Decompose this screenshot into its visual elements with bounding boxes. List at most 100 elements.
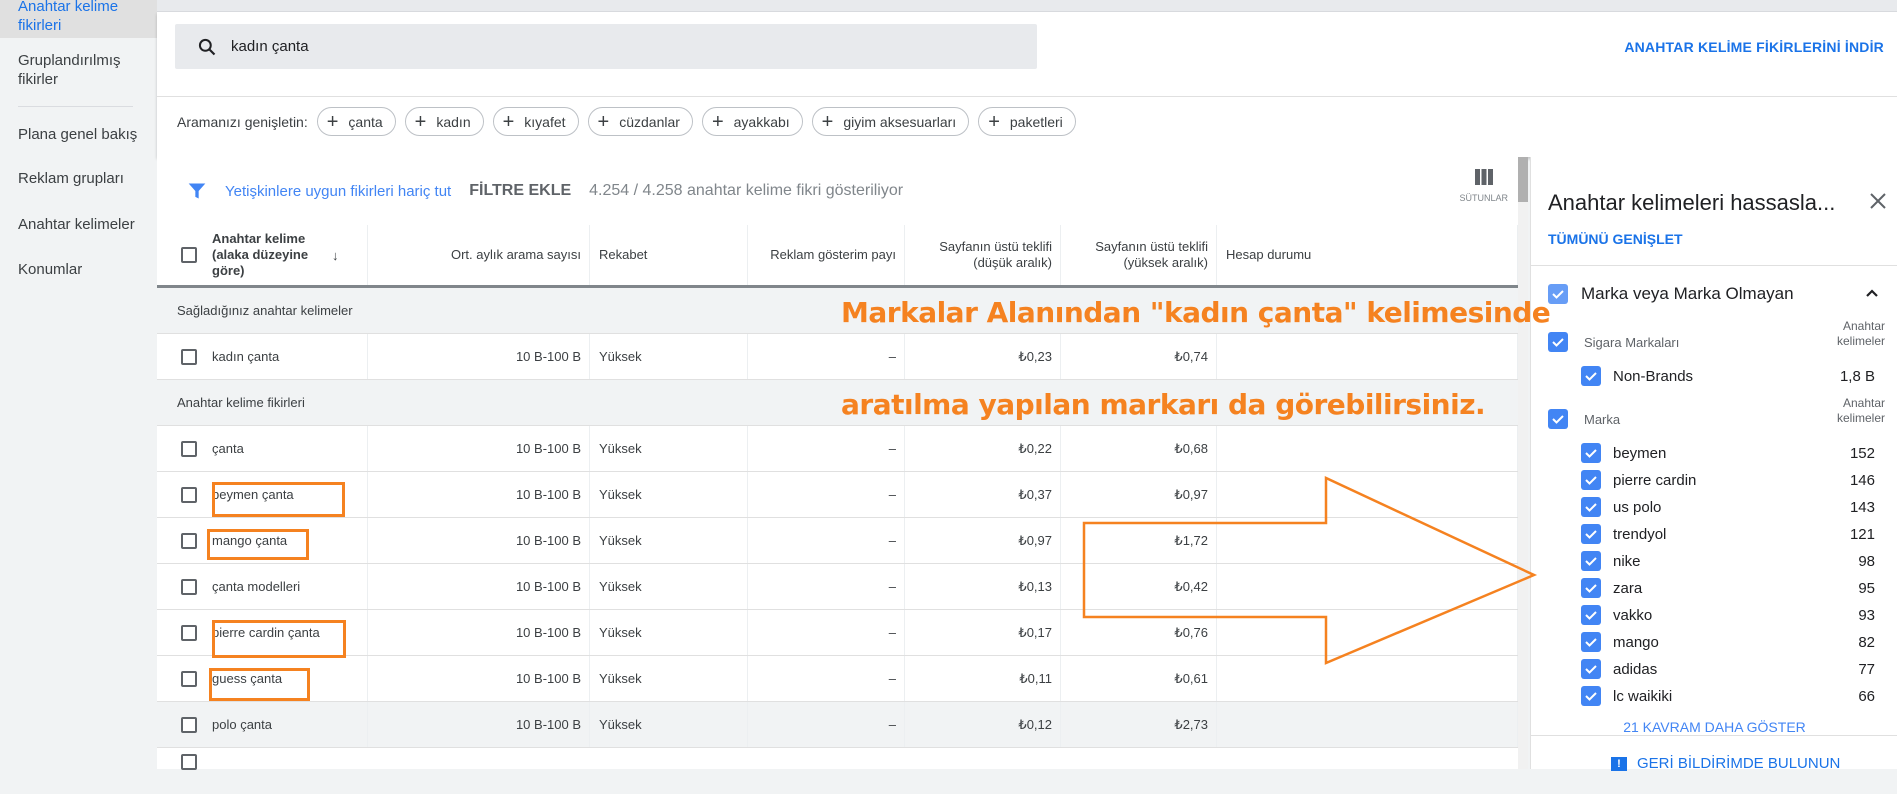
brand-item[interactable]: beymen 152 [1581,441,1881,465]
row-checkbox[interactable] [181,754,197,770]
expand-chip[interactable]: + kıyafet [492,107,579,136]
close-icon[interactable] [1869,192,1887,210]
search-input[interactable]: kadın çanta [175,24,1037,69]
table-row[interactable]: beymen çanta 10 B-100 B Yüksek – ₺0,37 ₺0,97 [157,472,1518,518]
row-checkbox[interactable] [181,533,197,549]
table-row[interactable]: çanta 10 B-100 B Yüksek – ₺0,22 ₺0,68 [157,426,1518,472]
brand-checkbox[interactable] [1581,605,1601,625]
brand-checkbox[interactable] [1581,686,1601,706]
table-row[interactable]: polo çanta 10 B-100 B Yüksek – ₺0,12 ₺2,73 [157,702,1518,748]
cell-high[interactable]: Sayfanın üstü teklifi (yüksek aralık) [1061,225,1217,285]
cell-high: ₺0,76 [1061,610,1217,655]
brand-item[interactable]: mango 82 [1581,630,1881,654]
brand-item[interactable]: zara 95 [1581,576,1881,600]
expand-chip[interactable]: + paketleri [978,107,1076,136]
row-checkbox[interactable] [181,625,197,641]
brand-item[interactable]: adidas 77 [1581,657,1881,681]
cell-low: ₺0,11 [905,656,1061,701]
row-checkbox[interactable] [181,247,197,263]
row-checkbox[interactable] [181,579,197,595]
cell-avg[interactable]: Ort. aylık arama sayısı [368,225,590,285]
brand-checkbox[interactable] [1581,551,1601,571]
expand-chip[interactable]: + giyim aksesuarları [811,107,970,136]
plus-icon: + [821,110,834,133]
brand-item[interactable]: vakko 93 [1581,603,1881,627]
brand-checkbox[interactable] [1581,470,1601,490]
brand-item[interactable]: us polo 143 [1581,495,1881,519]
brand-item[interactable]: trendyol 121 [1581,522,1881,546]
brand-name: mango [1613,633,1659,651]
brand-item[interactable]: pierre cardin 146 [1581,468,1881,492]
sidebar-item-plan-overview[interactable]: Plana genel bakış [18,126,138,143]
group-checkbox[interactable] [1548,284,1568,304]
keyword-text: guess çanta [212,671,283,686]
high-text: ₺0,74 [1174,348,1208,364]
cell-avg: 10 B-100 B [368,426,590,471]
chevron-up-icon[interactable] [1864,285,1880,301]
cell-low: ₺0,13 [905,564,1061,609]
brand-checkbox[interactable] [1581,366,1601,386]
sidebar-item-keywords[interactable]: Anahtar kelimeler [18,216,135,233]
expand-all-button[interactable]: TÜMÜNÜ GENİŞLET [1548,231,1683,247]
expand-chip[interactable]: + ayakkabı [701,107,803,136]
brand-checkbox[interactable] [1581,497,1601,517]
low-text: ₺0,12 [1018,716,1052,732]
brand-checkbox[interactable] [1581,524,1601,544]
cell-status [1217,656,1518,701]
row-checkbox[interactable] [181,441,197,457]
table-row[interactable]: çanta modelleri 10 B-100 B Yüksek – ₺0,13 ₺0,… [157,564,1518,610]
chip-label: çanta [348,113,383,130]
column-label: Anahtar kelimeler [1836,319,1885,348]
row-checkbox[interactable] [181,717,197,733]
brand-name: us polo [1613,498,1662,516]
exclude-adult-link[interactable]: Yetişkinlere uygun fikirleri hariç tut [225,182,452,200]
brand-item[interactable]: Non-Brands 1,8 B [1581,364,1881,388]
subgroup-checkbox[interactable] [1548,409,1568,429]
feedback-button[interactable]: ! GERİ BİLDİRİMDE BULUNUN [1611,755,1840,772]
brand-checkbox[interactable] [1581,443,1601,463]
group-label: Marka veya Marka Olmayan [1581,284,1794,303]
brand-item[interactable]: nike 98 [1581,549,1881,573]
row-checkbox[interactable] [181,487,197,503]
cell-avg: 10 B-100 B [368,518,590,563]
filter-icon[interactable] [187,181,207,201]
table-row[interactable]: guess çanta 10 B-100 B Yüksek – ₺0,11 ₺0,61 [157,656,1518,702]
brand-checkbox[interactable] [1581,578,1601,598]
cell-competition[interactable]: Rekabet [590,225,748,285]
scrollbar-thumb[interactable] [1518,157,1528,202]
sidebar-item-grouped-ideas[interactable]: Gruplandırılmış fikirler [18,52,121,88]
avg-text: 10 B-100 B [515,579,581,594]
sidebar-item-ad-groups[interactable]: Reklam grupları [18,170,124,187]
table-row[interactable]: kadın çanta 10 B-100 B Yüksek – ₺0,23 ₺0,74 [157,334,1518,380]
sidebar-item-keyword-ideas[interactable]: Anahtar kelime fikirleri [18,0,119,34]
cell-impr: – [748,702,905,747]
cell-impr[interactable]: Reklam gösterim payı [748,225,905,285]
columns-icon [1474,169,1493,185]
sidebar-item-locations[interactable]: Konumlar [18,261,83,278]
table-row-partial[interactable] [157,748,1518,794]
brand-name: beymen [1613,444,1667,462]
section-ideas: Anahtar kelime fikirleri [157,380,1518,426]
sidebar: Anahtar kelime fikirleri Gruplandırılmış… [0,0,157,769]
table-row[interactable]: pierre cardin çanta 10 B-100 B Yüksek – ₺0,1… [157,610,1518,656]
show-more-button[interactable]: 21 KAVRAM DAHA GÖSTER [1623,719,1806,735]
table-scrollbar[interactable] [1518,157,1528,769]
table-row[interactable]: mango çanta 10 B-100 B Yüksek – ₺0,97 ₺1,72 [157,518,1518,564]
brand-item[interactable]: lc waikiki 66 [1581,684,1881,708]
sort-arrow-icon[interactable]: ↓ [332,247,339,263]
expand-chip[interactable]: + kadın [404,107,484,136]
expand-chip[interactable]: + cüzdanlar [587,107,693,136]
subgroup-checkbox[interactable] [1548,332,1568,352]
columns-button[interactable]: SÜTUNLAR [1459,169,1508,203]
brand-checkbox[interactable] [1581,659,1601,679]
expand-chip[interactable]: + çanta [316,107,396,136]
download-ideas-button[interactable]: ANAHTAR KELİME FİKİRLERİNİ İNDİR [1624,39,1884,55]
cell-low[interactable]: Sayfanın üstü teklifi (düşük aralık) [905,225,1061,285]
row-checkbox[interactable] [181,671,197,687]
row-checkbox[interactable] [181,349,197,365]
competition-text: Yüksek [599,441,642,456]
cell-status[interactable]: Hesap durumu [1217,225,1518,285]
add-filter-button[interactable]: FİLTRE EKLE [469,182,572,199]
competition-text: Yüksek [599,717,642,732]
brand-checkbox[interactable] [1581,632,1601,652]
